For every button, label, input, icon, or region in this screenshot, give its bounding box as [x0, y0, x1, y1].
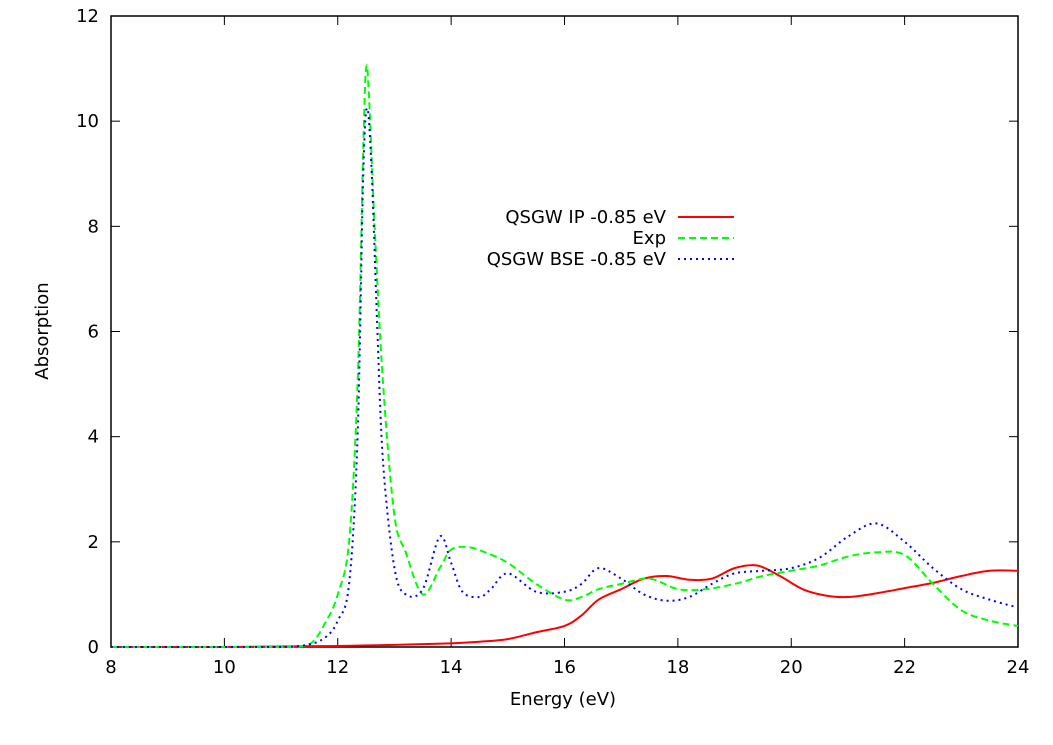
- plot-frame: [110, 15, 1019, 648]
- axis-ticks: [110, 15, 1019, 648]
- x-tick-label-1: 10: [213, 657, 236, 678]
- y-tick-label-1: 2: [88, 532, 99, 553]
- x-tick-label-0: 8: [105, 657, 116, 678]
- x-tick-label-7: 22: [893, 657, 916, 678]
- y-tick-label-5: 10: [76, 111, 99, 132]
- series-line-2: [111, 107, 1019, 648]
- x-tick-label-2: 12: [326, 657, 349, 678]
- y-tick-label-4: 8: [88, 216, 99, 237]
- series-line-0: [111, 564, 1019, 648]
- x-tick-label-6: 20: [780, 657, 803, 678]
- x-tick-label-8: 24: [1007, 657, 1030, 678]
- y-tick-label-2: 4: [88, 427, 99, 448]
- x-axis-title: Energy (eV): [510, 689, 616, 710]
- series-lines: [111, 64, 1019, 648]
- x-tick-label-3: 14: [440, 657, 463, 678]
- legend-label-1: Exp: [633, 228, 666, 249]
- x-tick-label-4: 16: [553, 657, 576, 678]
- x-tick-label-5: 18: [666, 657, 689, 678]
- series-line-1: [111, 64, 1019, 648]
- legend-label-0: QSGW IP -0.85 eV: [505, 207, 666, 228]
- legend-label-2: QSGW BSE -0.85 eV: [487, 249, 667, 270]
- y-tick-label-0: 0: [88, 637, 99, 658]
- y-tick-label-3: 6: [88, 322, 99, 343]
- y-axis-title: Absorption: [32, 282, 53, 379]
- y-tick-label-6: 12: [76, 6, 99, 27]
